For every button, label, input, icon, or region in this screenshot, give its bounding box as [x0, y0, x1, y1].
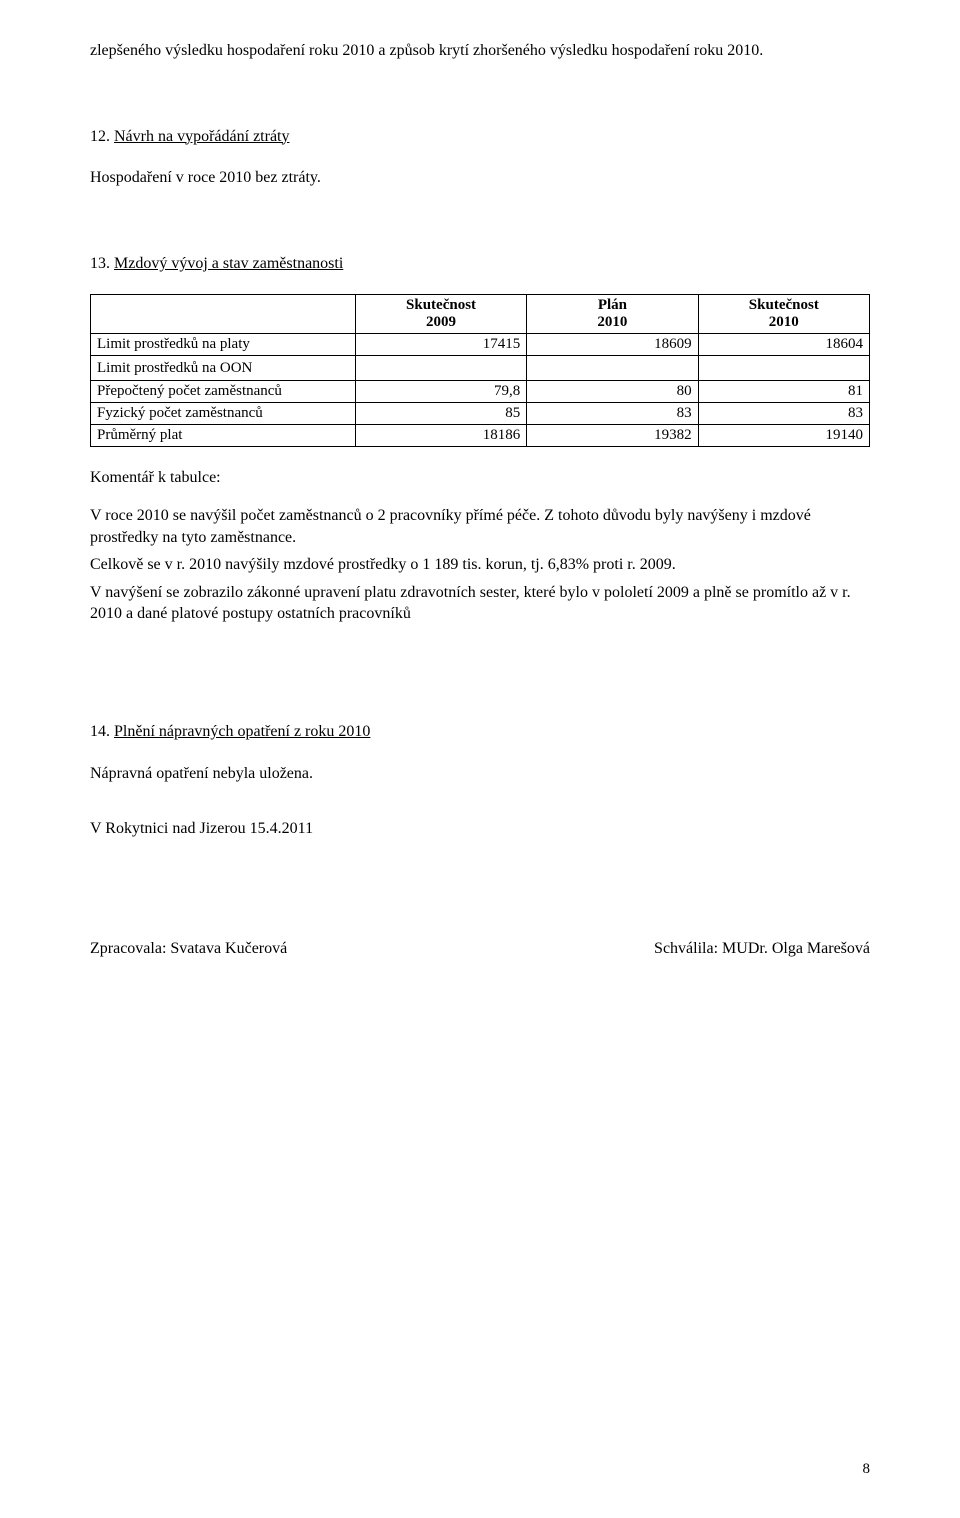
- table-header-col1: Skutečnost 2009: [355, 295, 526, 334]
- prepared-by: Zpracovala: Svatava Kučerová: [90, 940, 287, 958]
- row-val: [527, 356, 698, 381]
- section-13-number: 13.: [90, 255, 110, 272]
- section-12-heading: 12. Návrh na vypořádání ztráty: [90, 126, 870, 148]
- section-14-number: 14.: [90, 723, 110, 740]
- section-12-body: Hospodaření v roce 2010 bez ztráty.: [90, 167, 870, 189]
- col1-line2: 2009: [426, 314, 456, 330]
- row-label: Fyzický počet zaměstnanců: [91, 403, 356, 425]
- row-val: 83: [527, 403, 698, 425]
- wage-table: Skutečnost 2009 Plán 2010 Skutečnost 201…: [90, 294, 870, 447]
- row-val: 18186: [355, 425, 526, 447]
- table-header-empty: [91, 295, 356, 334]
- row-val: 19382: [527, 425, 698, 447]
- row-val: 18604: [698, 334, 869, 356]
- place-date: V Rokytnici nad Jizerou 15.4.2011: [90, 818, 870, 840]
- row-val: 17415: [355, 334, 526, 356]
- section-14-heading: 14. Plnění nápravných opatření z roku 20…: [90, 721, 870, 743]
- col3-line2: 2010: [769, 314, 799, 330]
- row-val: [355, 356, 526, 381]
- commentary-p1: V roce 2010 se navýšil počet zaměstnanců…: [90, 505, 870, 548]
- col1-line1: Skutečnost: [406, 297, 476, 313]
- section-13-heading: 13. Mzdový vývoj a stav zaměstnanosti: [90, 253, 870, 275]
- row-val: [698, 356, 869, 381]
- page-number: 8: [863, 1461, 871, 1478]
- row-label: Přepočtený počet zaměstnanců: [91, 381, 356, 403]
- row-val: 19140: [698, 425, 869, 447]
- signers-row: Zpracovala: Svatava Kučerová Schválila: …: [90, 940, 870, 958]
- intro-paragraph: zlepšeného výsledku hospodaření roku 201…: [90, 40, 870, 62]
- row-label: Průměrný plat: [91, 425, 356, 447]
- row-val: 79,8: [355, 381, 526, 403]
- row-val: 81: [698, 381, 869, 403]
- table-header-row: Skutečnost 2009 Plán 2010 Skutečnost 201…: [91, 295, 870, 334]
- table-row: Fyzický počet zaměstnanců 85 83 83: [91, 403, 870, 425]
- table-row: Průměrný plat 18186 19382 19140: [91, 425, 870, 447]
- table-row: Limit prostředků na platy 17415 18609 18…: [91, 334, 870, 356]
- col2-line2: 2010: [597, 314, 627, 330]
- section-12-title: Návrh na vypořádání ztráty: [114, 128, 289, 145]
- page: zlepšeného výsledku hospodaření roku 201…: [0, 0, 960, 1518]
- row-val: 83: [698, 403, 869, 425]
- table-row: Limit prostředků na OON: [91, 356, 870, 381]
- section-12-number: 12.: [90, 128, 110, 145]
- row-val: 18609: [527, 334, 698, 356]
- section-14-title: Plnění nápravných opatření z roku 2010: [114, 723, 370, 740]
- row-val: 80: [527, 381, 698, 403]
- row-val: 85: [355, 403, 526, 425]
- col2-line1: Plán: [598, 297, 627, 313]
- row-label: Limit prostředků na platy: [91, 334, 356, 356]
- commentary-p2: Celkově se v r. 2010 navýšily mzdové pro…: [90, 554, 870, 576]
- table-header-col2: Plán 2010: [527, 295, 698, 334]
- table-header-col3: Skutečnost 2010: [698, 295, 869, 334]
- table-row: Přepočtený počet zaměstnanců 79,8 80 81: [91, 381, 870, 403]
- section-13-title: Mzdový vývoj a stav zaměstnanosti: [114, 255, 343, 272]
- commentary-p3: V navýšení se zobrazilo zákonné upravení…: [90, 582, 870, 625]
- row-label: Limit prostředků na OON: [91, 356, 356, 381]
- commentary-heading: Komentář k tabulce:: [90, 467, 870, 489]
- approved-by: Schválila: MUDr. Olga Marešová: [654, 940, 870, 958]
- section-14-body: Nápravná opatření nebyla uložena.: [90, 763, 870, 785]
- col3-line1: Skutečnost: [749, 297, 819, 313]
- table-body: Limit prostředků na platy 17415 18609 18…: [91, 334, 870, 447]
